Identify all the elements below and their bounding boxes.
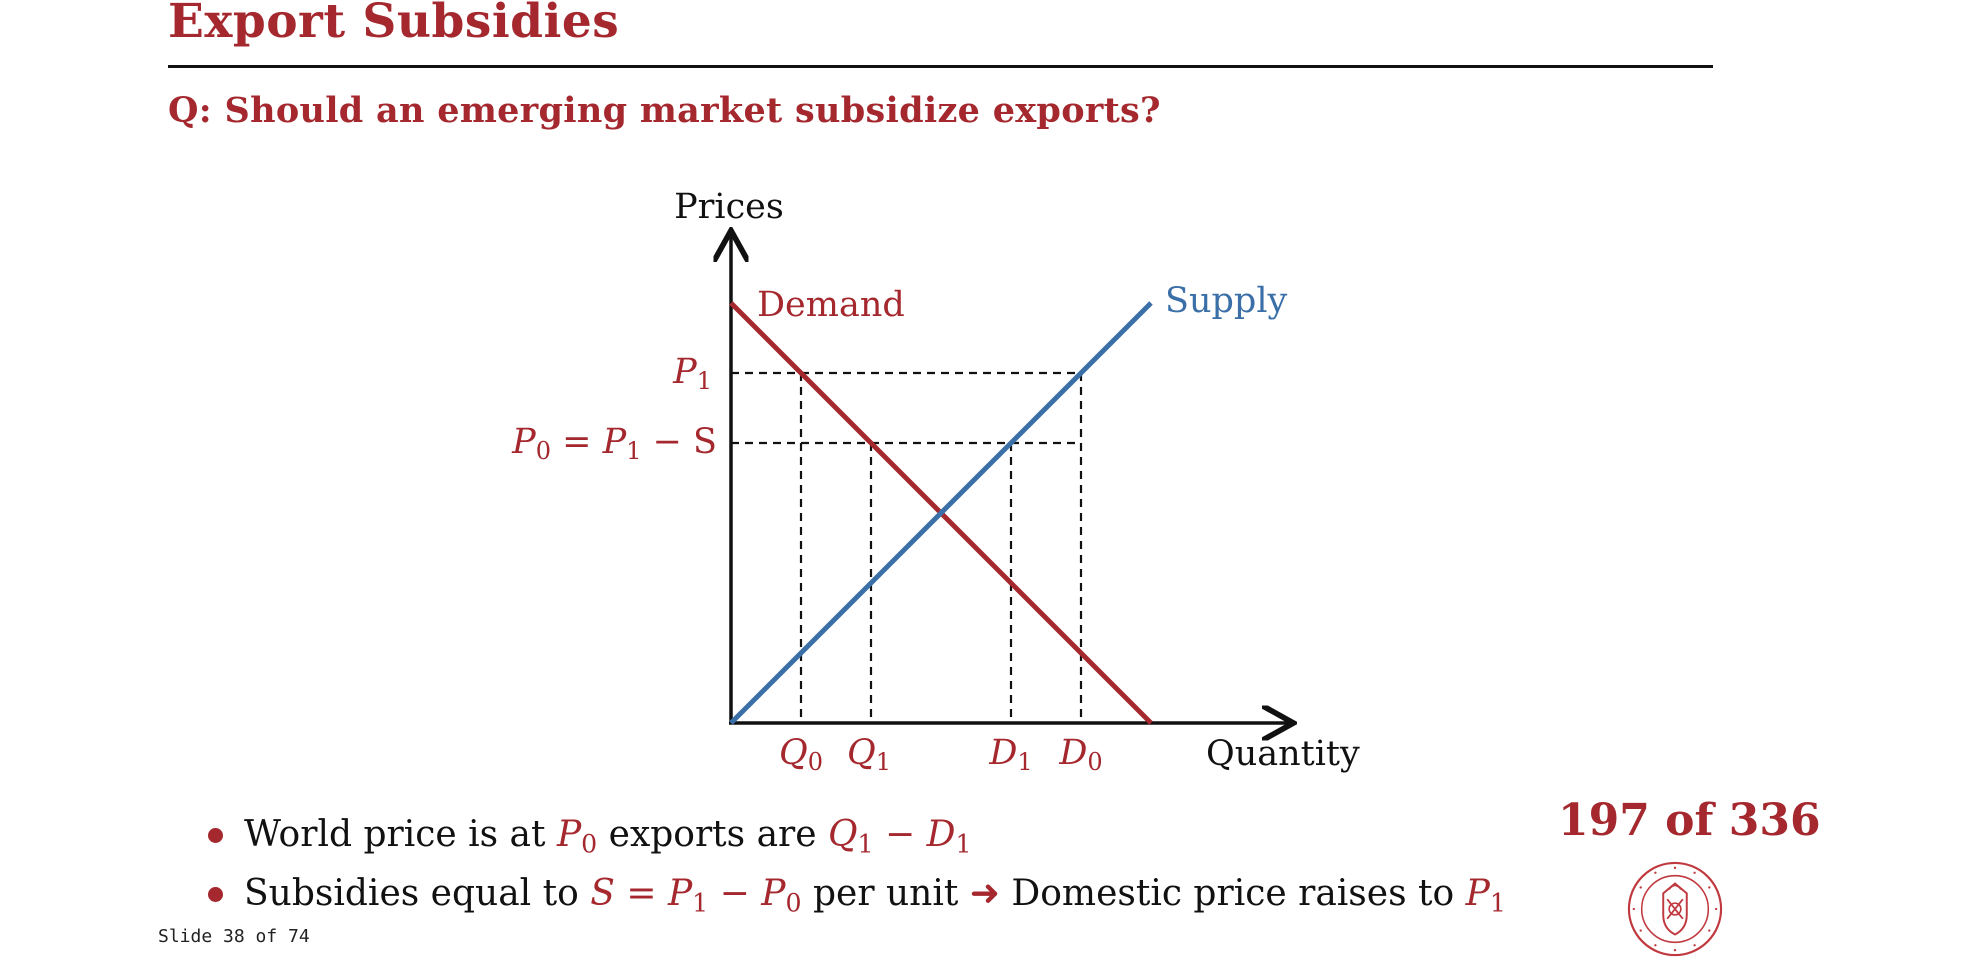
supply-curve: [729, 301, 1153, 725]
p1-label: P1: [672, 352, 712, 395]
x-axis-label: Quantity: [1206, 734, 1360, 774]
right-arrow-icon: ➜: [969, 873, 1000, 915]
page-counter: 197 of 336: [1558, 795, 1821, 846]
p0-label: P0 = P1 − S: [511, 422, 717, 465]
d0-label: D0: [1058, 733, 1102, 776]
math-p0: P0: [556, 814, 598, 859]
bullet-dot-icon: [208, 887, 223, 903]
slide-number: Slide 38 of 74: [158, 926, 310, 947]
supply-label: Supply: [1165, 281, 1288, 321]
bullet-text: World price is at: [244, 814, 557, 855]
demand-label: Demand: [757, 285, 905, 325]
bullet-text: per unit: [801, 873, 970, 915]
title-divider: [168, 65, 1713, 68]
bullet-dot-icon: [208, 828, 223, 843]
bullet-item-subsidies: Subsidies equal to S = P1 − P0 per unit …: [204, 869, 1506, 928]
university-seal-icon: [1627, 861, 1723, 957]
slide-title: Export Subsidies: [168, 0, 620, 49]
y-axis-label: Prices: [674, 187, 784, 227]
math-q1-minus-d1: Q1 − D1: [828, 814, 972, 859]
d1-label: D1: [988, 733, 1032, 776]
bullet-text: exports are: [597, 814, 828, 855]
math-p1: P1: [1465, 873, 1506, 918]
slide-question: Q: Should an emerging market subsidize e…: [168, 90, 1161, 131]
q0-label: Q0: [779, 733, 823, 776]
bullet-text: Domestic price raises to: [999, 873, 1466, 915]
bullet-list: World price is at P0 exports are Q1 − D1…: [204, 810, 1506, 929]
q1-label: Q1: [847, 733, 891, 776]
math-subsidy-formula: S = P1 − P0: [590, 873, 802, 918]
bullet-item-world-price: World price is at P0 exports are Q1 − D1: [204, 810, 1506, 869]
bullet-text: Subsidies equal to: [244, 873, 591, 915]
